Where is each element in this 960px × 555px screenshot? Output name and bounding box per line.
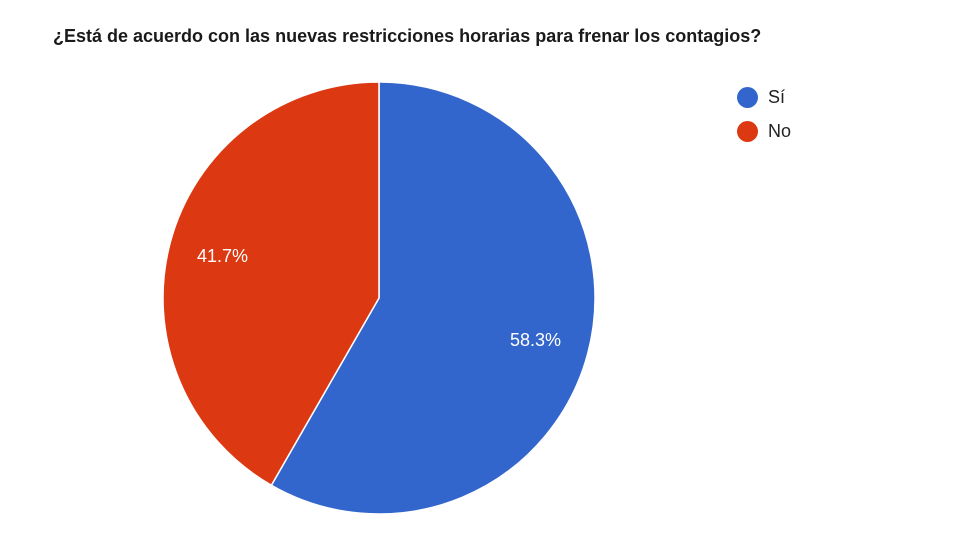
chart-title: ¿Está de acuerdo con las nuevas restricc… bbox=[53, 26, 762, 46]
legend-label: No bbox=[768, 120, 792, 141]
legend-item-si[interactable]: Sí bbox=[737, 80, 791, 114]
legend-label: Sí bbox=[768, 86, 786, 107]
slice-label-no: 41.7% bbox=[197, 246, 248, 266]
pie-slice-no[interactable] bbox=[162, 81, 380, 487]
pie-slice-si[interactable] bbox=[270, 81, 596, 515]
legend-dot-icon bbox=[737, 86, 758, 108]
legend: Sí No bbox=[737, 80, 791, 148]
legend-dot-icon bbox=[737, 120, 758, 142]
slice-label-si: 58.3% bbox=[510, 330, 561, 350]
legend-item-no[interactable]: No bbox=[737, 114, 791, 148]
